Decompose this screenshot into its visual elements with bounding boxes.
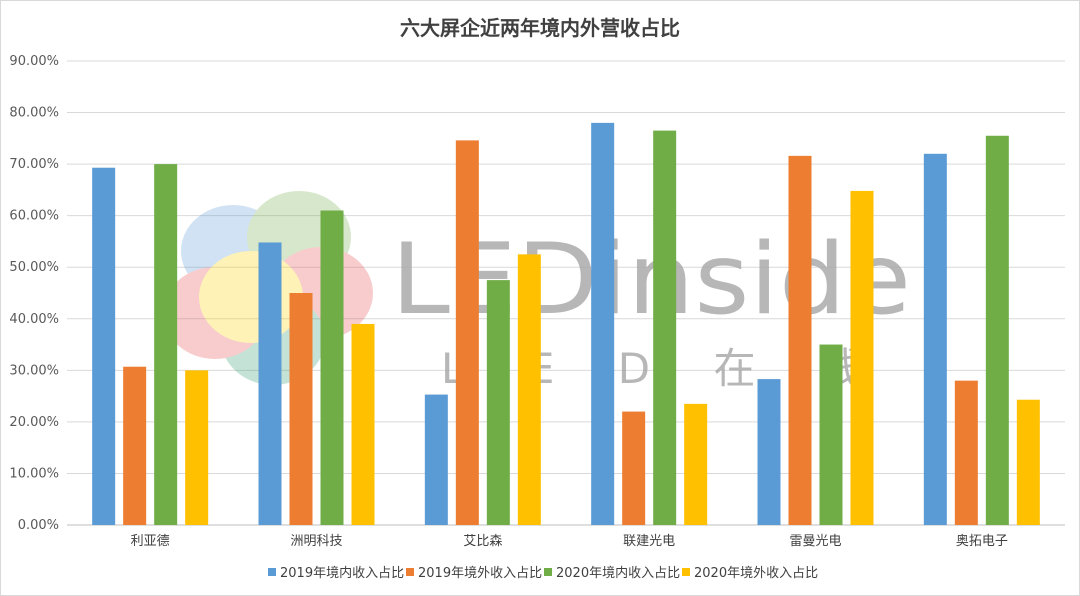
y-tick-label: 40.00% — [9, 312, 59, 327]
legend-swatch — [268, 568, 276, 576]
y-tick-label: 90.00% — [9, 54, 59, 69]
y-tick-label: 80.00% — [9, 106, 59, 121]
legend: 2019年境内收入占比 2019年境外收入占比 2020年境内收入占比 2020年境外… — [268, 565, 818, 581]
bar — [289, 293, 313, 525]
y-tick-label: 30.00% — [9, 363, 59, 378]
bar — [486, 280, 510, 525]
bar — [154, 164, 178, 525]
bar — [185, 370, 209, 525]
bar — [351, 323, 375, 525]
bar — [653, 130, 677, 525]
bar — [92, 167, 116, 525]
legend-label: 2019年境内收入占比 — [280, 565, 404, 581]
logo-petal-shape — [199, 251, 303, 343]
bar — [850, 190, 874, 526]
x-category-label: 利亚德 — [131, 534, 170, 549]
bar — [123, 366, 147, 525]
bar — [954, 380, 978, 525]
y-tick-label: 70.00% — [9, 157, 59, 172]
gridlines — [67, 60, 1065, 526]
y-axis: 0.00% 10.00% 20.00% 30.00% 40.00% 50.00% 60.00… — [9, 54, 59, 533]
x-category-label: 雷曼光电 — [789, 534, 841, 549]
logo-petal-shape — [163, 267, 267, 359]
legend-swatch — [544, 568, 552, 576]
bar — [455, 140, 479, 525]
x-category-label: 艾比森 — [463, 534, 502, 549]
bar — [985, 135, 1009, 525]
bar — [757, 379, 781, 525]
bar — [1016, 399, 1040, 525]
bar — [591, 122, 615, 525]
legend-label: 2019年境外收入占比 — [418, 566, 542, 581]
y-tick-label: 20.00% — [9, 415, 59, 430]
y-tick-label: 50.00% — [9, 260, 59, 275]
bar — [684, 403, 708, 525]
bar — [424, 394, 448, 525]
bar — [622, 411, 646, 525]
bar — [788, 155, 812, 525]
bars — [92, 122, 1040, 526]
bar — [517, 254, 541, 526]
x-axis: 利亚德 洲明科技 艾比森 联建光电 雷曼光电 奥拓电子 — [131, 534, 1008, 549]
legend-swatch — [682, 568, 690, 576]
bar — [923, 153, 947, 526]
legend-label: 2020年境外收入占比 — [694, 566, 818, 581]
legend-swatch — [406, 568, 414, 576]
x-category-label: 奥拓电子 — [956, 534, 1008, 549]
y-tick-label: 60.00% — [9, 209, 59, 224]
x-category-label: 联建光电 — [623, 534, 675, 549]
y-tick-label: 0.00% — [18, 518, 59, 533]
y-tick-label: 10.00% — [9, 466, 59, 481]
bar — [320, 210, 344, 525]
bar — [258, 242, 282, 525]
x-category-label: 洲明科技 — [290, 534, 342, 549]
chart-title: 六大屏企近两年境内外营收占比 — [400, 16, 680, 40]
bar — [819, 344, 843, 525]
legend-label: 2020年境内收入占比 — [556, 565, 680, 581]
